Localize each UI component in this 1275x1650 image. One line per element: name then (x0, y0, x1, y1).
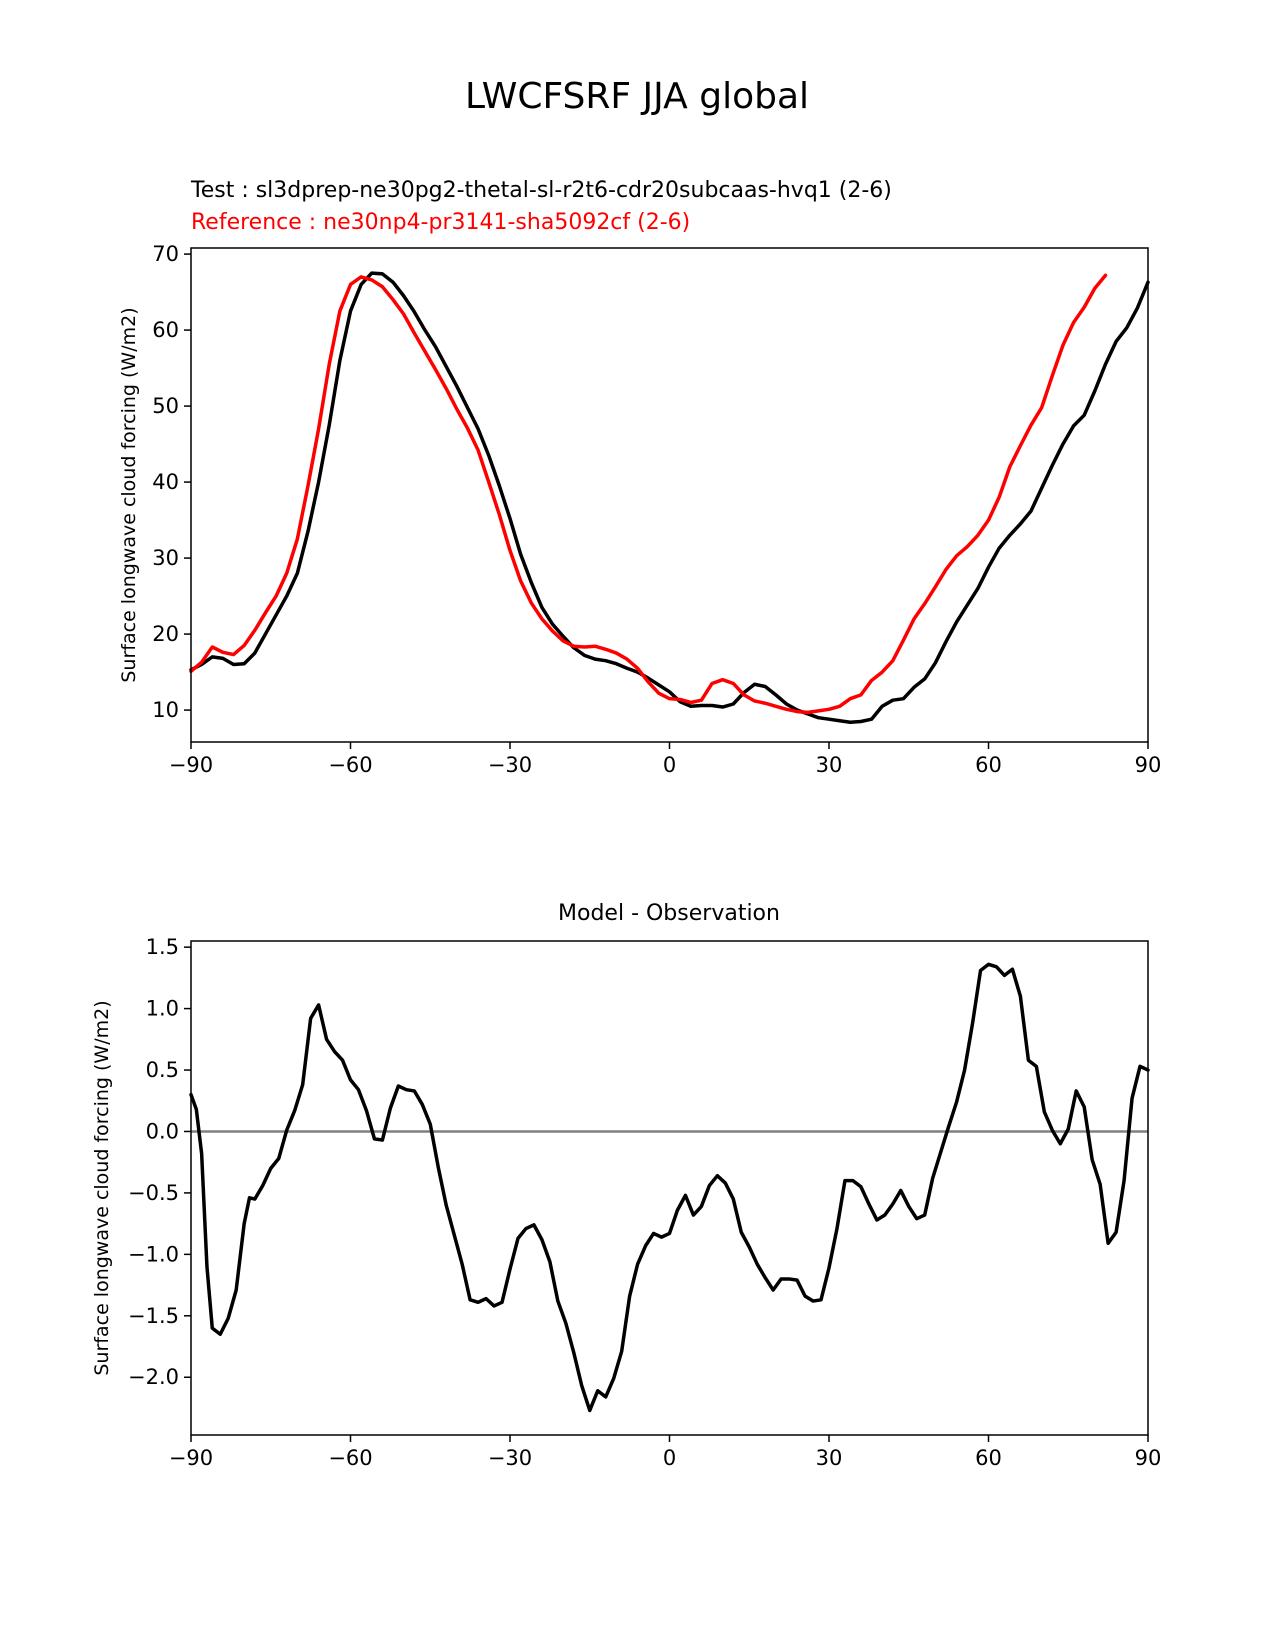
figure-title: LWCFSRF JJA global (465, 76, 809, 117)
x-tick-label: 90 (1135, 753, 1162, 777)
axes-frame (190, 247, 1149, 743)
reference-series-line (189, 273, 1108, 715)
x-tick-label: 30 (816, 753, 843, 777)
x-tick-label: −30 (488, 753, 532, 777)
y-tick-label: −0.5 (128, 1181, 179, 1205)
top-chart-plot: −90 −60 −30 0 30 60 90 10 20 30 40 50 60 70 (152, 242, 1161, 777)
top-panel: Test : sl3dprep-ne30pg2-thetal-sl-r2t6-c… (118, 178, 1161, 777)
x-tick-label: 90 (1135, 1446, 1162, 1470)
y-tick-label: 30 (152, 546, 179, 570)
legend-reference-label: Reference : ne30np4-pr3141-sha5092cf (2-… (191, 210, 690, 235)
y-tick-label: 1.0 (146, 997, 179, 1021)
legend-test-label: Test : sl3dprep-ne30pg2-thetal-sl-r2t6-c… (190, 178, 892, 203)
top-y-axis-label: Surface longwave cloud forcing (W/m2) (118, 307, 140, 682)
x-tick-label: 60 (975, 1446, 1002, 1470)
y-tick-label: 60 (152, 318, 179, 342)
x-tick-label: −90 (169, 753, 213, 777)
y-tick-label: 1.5 (146, 935, 179, 959)
bottom-y-axis-label: Surface longwave cloud forcing (W/m2) (91, 1000, 113, 1375)
y-tick-label: 20 (152, 622, 179, 646)
bottom-panel: Model - Observation −90 −60 −30 0 30 60 90 −2.0… (91, 901, 1161, 1470)
difference-series-line (189, 962, 1150, 1413)
y-tick-label: 10 (152, 698, 179, 722)
x-tick-label: 0 (663, 753, 676, 777)
x-tick-label: 0 (663, 1446, 676, 1470)
x-tick-label: −60 (328, 753, 372, 777)
x-tick-label: −90 (169, 1446, 213, 1470)
y-tick-label: 40 (152, 470, 179, 494)
y-tick-label: −1.0 (128, 1242, 179, 1266)
y-tick-label: −1.5 (128, 1304, 179, 1328)
y-tick-label: 50 (152, 394, 179, 418)
y-tick-label: 70 (152, 242, 179, 266)
x-tick-label: 60 (975, 753, 1002, 777)
x-tick-label: −60 (328, 1446, 372, 1470)
axes-frame (190, 940, 1149, 1436)
y-tick-label: 0.0 (146, 1119, 179, 1143)
x-tick-label: −30 (488, 1446, 532, 1470)
y-tick-label: −2.0 (128, 1365, 179, 1389)
bottom-chart-title: Model - Observation (558, 901, 780, 926)
bottom-chart-plot: −90 −60 −30 0 30 60 90 −2.0 −1.5 −1.0 −0.5 0.0 0.5 1.… (128, 935, 1161, 1470)
test-series-line (189, 271, 1150, 724)
y-tick-label: 0.5 (146, 1058, 179, 1082)
x-tick-label: 30 (816, 1446, 843, 1470)
